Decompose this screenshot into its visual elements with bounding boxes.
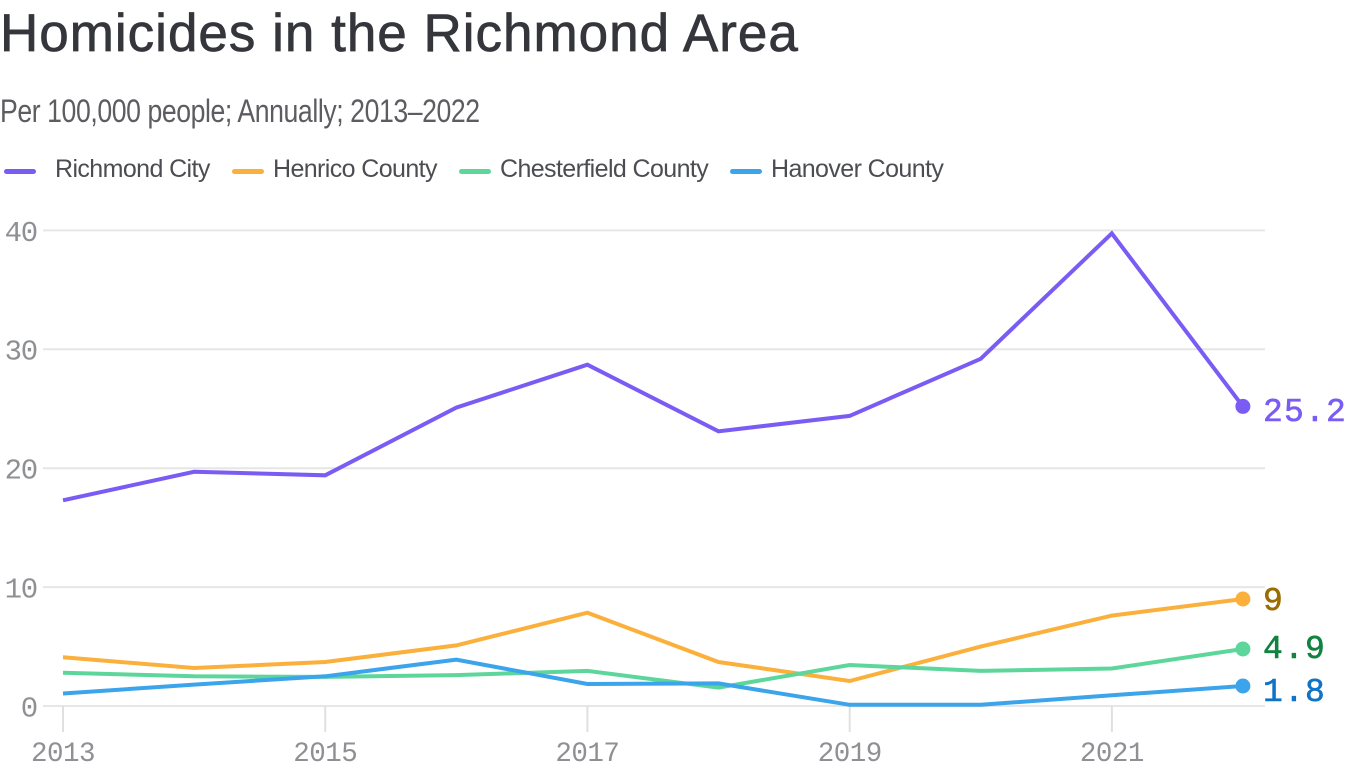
svg-text:40: 40 [5,217,37,250]
svg-text:9: 9 [1263,583,1284,620]
svg-text:2013: 2013 [31,739,95,768]
svg-text:1.8: 1.8 [1263,674,1326,711]
svg-text:2019: 2019 [818,739,882,768]
svg-text:30: 30 [5,336,37,369]
svg-text:25.2: 25.2 [1263,394,1347,431]
svg-text:10: 10 [5,574,37,607]
svg-text:0: 0 [21,692,37,725]
svg-text:20: 20 [5,455,37,488]
svg-text:2021: 2021 [1080,739,1144,768]
svg-text:4.9: 4.9 [1263,631,1326,668]
svg-text:2017: 2017 [555,739,619,768]
svg-text:2015: 2015 [293,739,357,768]
